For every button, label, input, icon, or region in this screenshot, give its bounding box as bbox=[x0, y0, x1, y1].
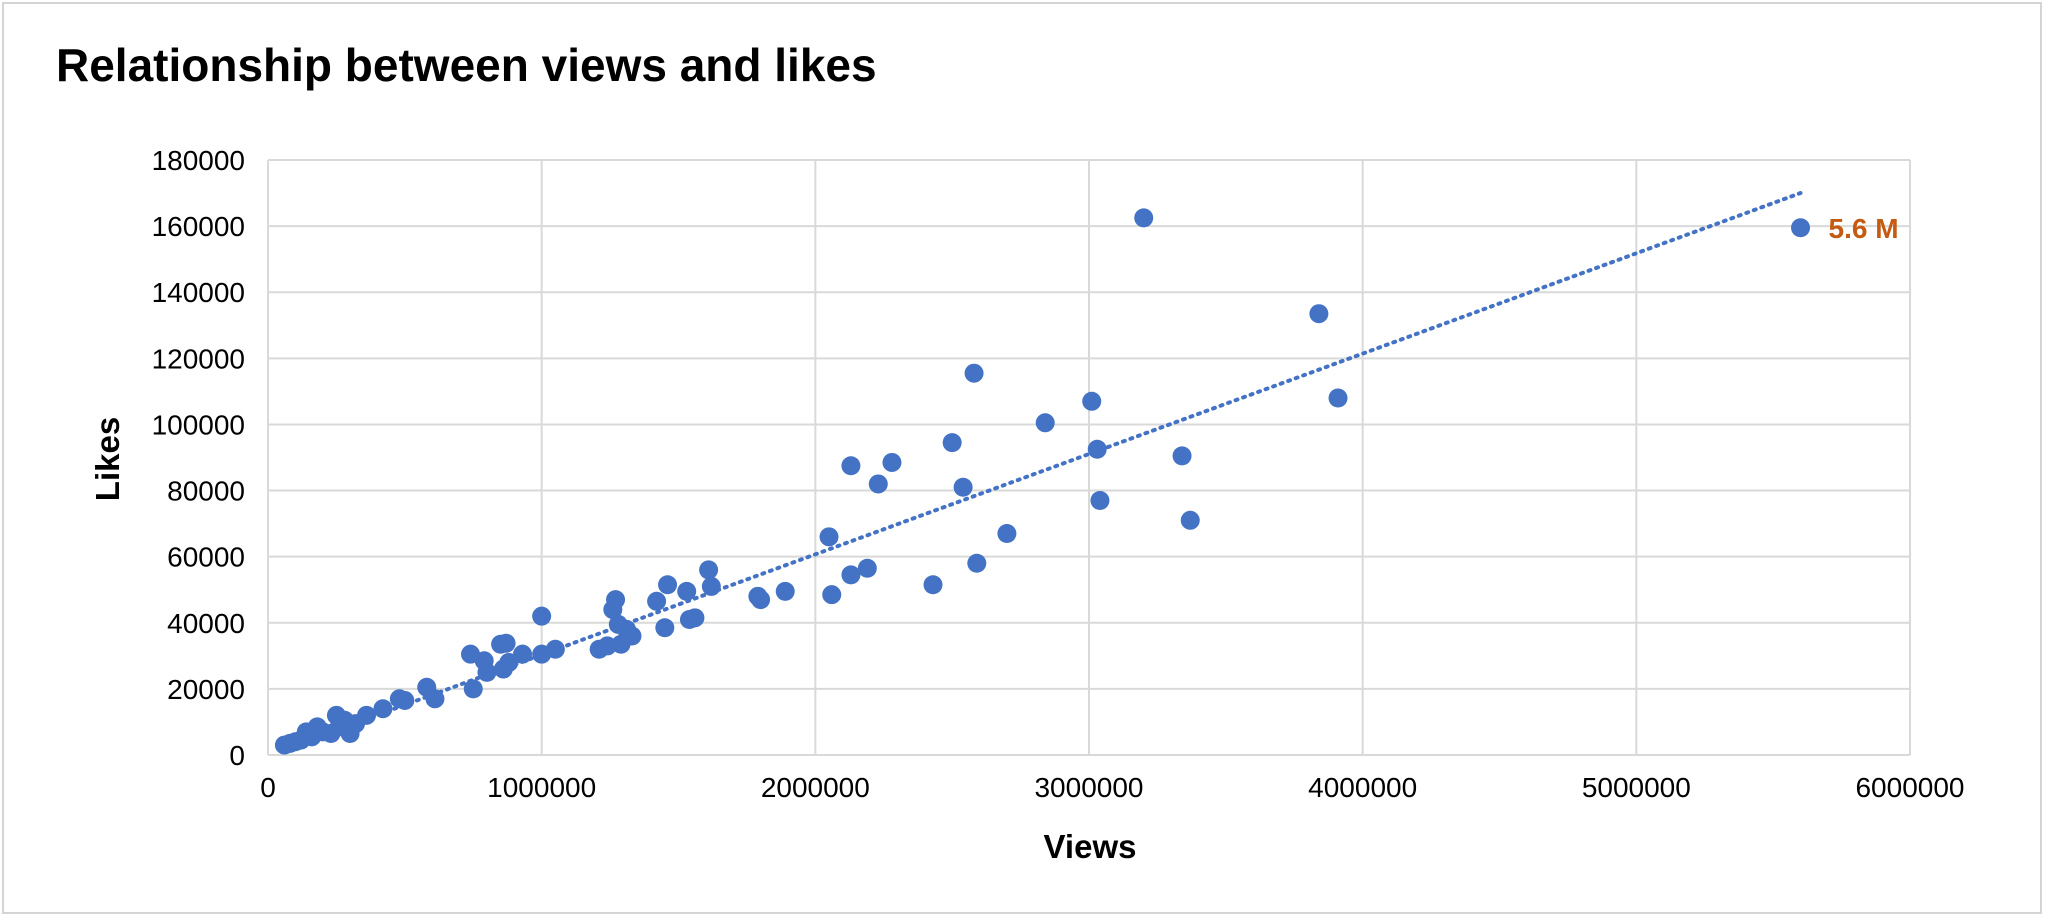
data-point bbox=[1180, 510, 1200, 530]
data-point bbox=[647, 591, 667, 611]
data-point bbox=[373, 699, 393, 719]
data-point bbox=[1134, 208, 1154, 228]
data-point bbox=[622, 626, 642, 646]
scatter-chart: Relationship between views and likes 0 20… bbox=[56, 39, 1965, 865]
trendline bbox=[279, 191, 1803, 753]
data-point bbox=[1328, 388, 1348, 408]
data-point bbox=[499, 652, 519, 672]
data-point bbox=[395, 690, 415, 710]
data-point bbox=[822, 585, 842, 605]
y-tick-label: 40000 bbox=[167, 608, 245, 639]
y-tick-label: 140000 bbox=[152, 277, 245, 308]
y-tick-label: 60000 bbox=[167, 542, 245, 573]
data-point bbox=[1309, 304, 1329, 324]
data-point bbox=[496, 633, 516, 653]
x-tick-label: 6000000 bbox=[1855, 772, 1964, 803]
data-point bbox=[923, 575, 943, 595]
data-point bbox=[1090, 490, 1110, 510]
data-point bbox=[658, 575, 678, 595]
tick-labels: 0 20000 40000 60000 80000 100000 120000 140000 1… bbox=[152, 145, 1965, 803]
data-point bbox=[819, 527, 839, 547]
data-point bbox=[677, 581, 697, 601]
data-point bbox=[477, 662, 497, 682]
data-point bbox=[532, 606, 552, 626]
data-point bbox=[868, 474, 888, 494]
data-point bbox=[699, 560, 719, 580]
x-tick-label: 2000000 bbox=[761, 772, 870, 803]
x-tick-label: 3000000 bbox=[1034, 772, 1143, 803]
data-point bbox=[513, 644, 533, 664]
data-point bbox=[953, 477, 973, 497]
data-point bbox=[685, 608, 705, 628]
data-point bbox=[967, 553, 987, 573]
data-point bbox=[545, 639, 565, 659]
data-point bbox=[857, 558, 877, 578]
y-tick-label: 100000 bbox=[152, 409, 245, 440]
data-point bbox=[606, 590, 626, 610]
data-point bbox=[1172, 446, 1192, 466]
y-tick-label: 20000 bbox=[167, 674, 245, 705]
data-point bbox=[1087, 439, 1107, 459]
x-tick-label: 5000000 bbox=[1582, 772, 1691, 803]
x-axis-title: Views bbox=[1044, 828, 1137, 865]
data-point bbox=[463, 679, 483, 699]
data-point bbox=[1035, 413, 1055, 433]
data-points bbox=[274, 208, 1811, 755]
data-point bbox=[775, 581, 795, 601]
data-point bbox=[1082, 391, 1102, 411]
data-point bbox=[425, 689, 445, 709]
data-point bbox=[997, 524, 1017, 544]
y-tick-label: 180000 bbox=[152, 145, 245, 176]
max-views-annotation: 5.6 M bbox=[1829, 213, 1899, 244]
data-point bbox=[942, 433, 962, 453]
x-tick-label: 1000000 bbox=[487, 772, 596, 803]
data-point bbox=[841, 565, 861, 585]
y-tick-label: 120000 bbox=[152, 343, 245, 374]
y-tick-label: 0 bbox=[229, 740, 245, 771]
x-tick-label: 4000000 bbox=[1308, 772, 1417, 803]
data-point bbox=[882, 452, 902, 472]
trendline-group bbox=[279, 191, 1803, 753]
data-point bbox=[1791, 218, 1811, 238]
data-point bbox=[964, 363, 984, 383]
y-tick-label: 80000 bbox=[167, 476, 245, 507]
data-point bbox=[655, 618, 675, 638]
data-point bbox=[751, 590, 771, 610]
data-point bbox=[357, 705, 377, 725]
x-tick-label: 0 bbox=[260, 772, 276, 803]
data-point bbox=[841, 456, 861, 476]
chart-title: Relationship between views and likes bbox=[56, 39, 877, 91]
data-point bbox=[701, 576, 721, 596]
y-axis-title: Likes bbox=[89, 417, 126, 501]
y-tick-label: 160000 bbox=[152, 211, 245, 242]
